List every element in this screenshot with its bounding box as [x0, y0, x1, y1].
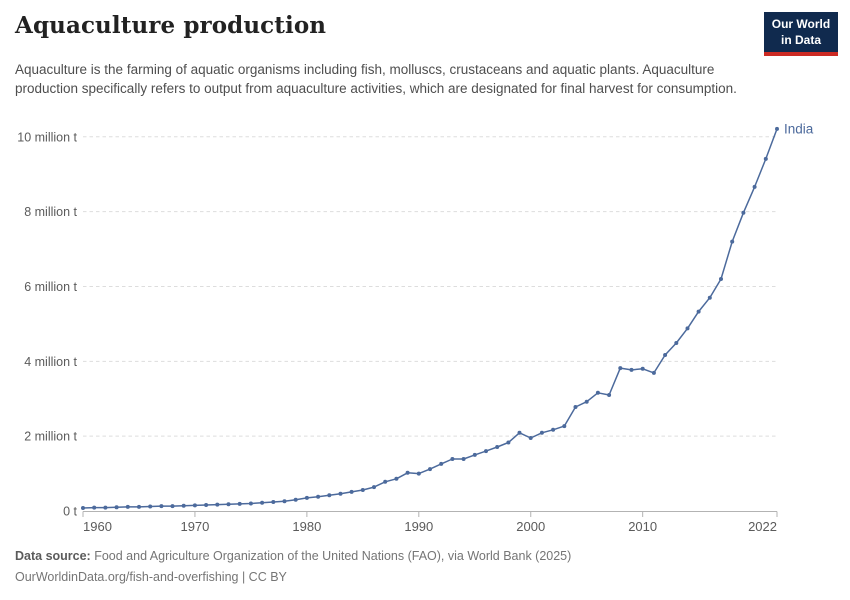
- data-point: [618, 366, 623, 371]
- series-end-label: India: [784, 121, 814, 136]
- data-point: [349, 489, 354, 494]
- data-source-text: Food and Agriculture Organization of the…: [90, 549, 572, 563]
- data-point: [763, 156, 768, 161]
- x-axis-tick-label: 1970: [180, 519, 209, 534]
- y-axis-tick-label: 4 million t: [24, 355, 77, 369]
- data-source-line: Data source: Food and Agriculture Organi…: [15, 546, 571, 567]
- data-point: [92, 505, 97, 510]
- data-point: [696, 309, 701, 314]
- data-point: [103, 505, 108, 510]
- data-point: [528, 436, 533, 440]
- data-point: [607, 393, 612, 397]
- data-point: [439, 461, 444, 466]
- data-point: [472, 452, 477, 457]
- data-point: [293, 497, 298, 502]
- data-point: [517, 430, 522, 435]
- data-point: [237, 501, 242, 506]
- data-point: [640, 366, 645, 371]
- data-point: [248, 501, 253, 506]
- data-point: [394, 476, 399, 481]
- data-point: [539, 430, 544, 435]
- page-title: Aquaculture production: [15, 12, 327, 39]
- owid-logo: Our World in Data: [764, 12, 838, 57]
- y-axis-tick-label: 10 million t: [17, 130, 77, 144]
- data-point: [495, 445, 500, 449]
- logo-line2: in Data: [780, 32, 821, 47]
- data-point: [651, 370, 656, 375]
- data-point: [405, 470, 410, 475]
- data-point: [719, 277, 723, 281]
- data-point: [204, 503, 209, 507]
- y-axis-tick-label: 8 million t: [24, 205, 77, 219]
- data-source-label: Data source:: [15, 549, 91, 563]
- license-line: OurWorldinData.org/fish-and-overfishing …: [15, 570, 287, 584]
- data-point: [506, 440, 511, 445]
- data-point: [114, 505, 119, 510]
- data-point: [81, 506, 85, 510]
- data-point: [484, 449, 488, 454]
- data-point: [775, 126, 779, 131]
- y-axis-tick-label: 6 million t: [24, 280, 77, 294]
- data-point: [360, 488, 365, 492]
- data-point: [170, 504, 175, 509]
- series-line: [82, 128, 778, 509]
- data-point: [338, 491, 343, 496]
- aquaculture-line-chart: 0 t 2 million t 4 million t 6 million t 8 mi…: [17, 121, 814, 534]
- data-point: [573, 405, 578, 409]
- data-point: [595, 390, 600, 395]
- data-point: [316, 494, 321, 499]
- data-point: [148, 504, 153, 509]
- data-point: [181, 503, 186, 508]
- x-axis-tick-label: 1960: [83, 519, 112, 534]
- x-axis-tick-label: 2010: [628, 519, 657, 534]
- x-axis-tick-label: 1990: [404, 519, 433, 534]
- data-point: [674, 341, 679, 345]
- y-axis-tick-label: 2 million t: [24, 430, 77, 444]
- data-point: [663, 353, 668, 357]
- data-point: [260, 500, 265, 505]
- y-axis-tick-label: 0 t: [63, 505, 77, 519]
- chart-footer: Data source: Food and Agriculture Organi…: [15, 546, 571, 588]
- data-point: [215, 502, 220, 507]
- data-point: [551, 427, 556, 432]
- x-axis-tick-label: 1980: [292, 519, 321, 534]
- data-point: [282, 499, 287, 504]
- data-point: [730, 239, 735, 244]
- data-point: [192, 503, 197, 508]
- data-point: [707, 295, 712, 300]
- chart-subtitle: Aquaculture is the farming of aquatic or…: [15, 62, 737, 97]
- logo-line1: Our World: [771, 17, 831, 31]
- data-point: [304, 495, 309, 500]
- data-point: [562, 424, 567, 429]
- data-point: [125, 504, 130, 509]
- data-point: [327, 493, 332, 498]
- data-point: [159, 504, 164, 509]
- data-point: [685, 326, 690, 331]
- data-point: [752, 184, 757, 189]
- x-axis-tick-label: 2000: [516, 519, 545, 534]
- data-point: [383, 479, 388, 484]
- data-point: [416, 471, 421, 476]
- data-point: [271, 500, 276, 504]
- data-point: [584, 399, 589, 404]
- data-point: [137, 504, 141, 509]
- data-point: [629, 367, 634, 372]
- data-point: [226, 502, 231, 507]
- x-axis-tick-label: 2022: [748, 519, 777, 534]
- data-point: [450, 457, 455, 461]
- data-point: [372, 485, 376, 490]
- data-point: [461, 457, 466, 461]
- data-point: [741, 210, 746, 215]
- data-point: [428, 467, 432, 472]
